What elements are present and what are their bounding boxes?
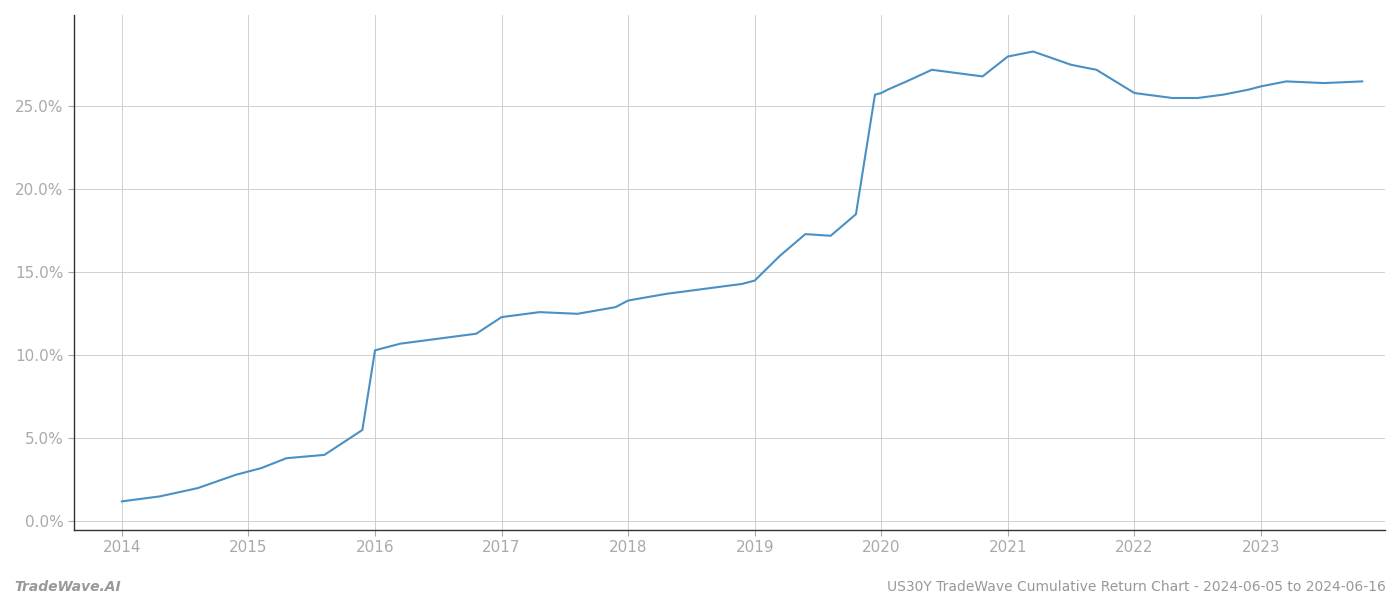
Text: TradeWave.AI: TradeWave.AI [14,580,120,594]
Text: US30Y TradeWave Cumulative Return Chart - 2024-06-05 to 2024-06-16: US30Y TradeWave Cumulative Return Chart … [888,580,1386,594]
